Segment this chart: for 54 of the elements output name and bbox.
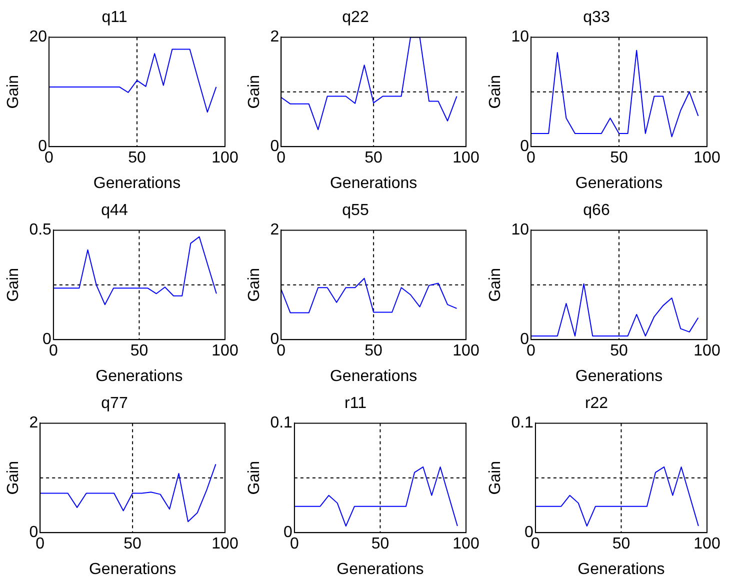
- x-axis-title: Generations: [578, 560, 665, 578]
- x-tick-label: 100: [694, 150, 720, 167]
- x-tick-label: 50: [124, 536, 142, 553]
- x-tick-label: 50: [128, 150, 146, 167]
- x-tick-label: 100: [212, 536, 238, 553]
- chart-title: q44: [101, 202, 128, 220]
- x-tick-label: 50: [364, 342, 383, 360]
- y-axis-title: Gain: [5, 461, 22, 495]
- y-tick-label: 20: [29, 28, 48, 46]
- x-axis-title: Generations: [330, 174, 418, 192]
- y-tick-label: 0.5: [29, 222, 52, 239]
- y-axis-title: Gain: [246, 75, 264, 109]
- y-axis-title: Gain: [246, 268, 264, 302]
- x-tick-label: 50: [364, 150, 383, 167]
- y-axis-title: Gain: [487, 75, 504, 109]
- x-tick-label: 100: [212, 342, 238, 360]
- x-tick-label: 50: [371, 536, 390, 553]
- y-axis-title: Gain: [487, 461, 504, 495]
- chart-title: q77: [101, 395, 128, 412]
- chart-title: r22: [584, 395, 608, 412]
- y-tick-label: 2: [29, 414, 38, 432]
- chart-title: q33: [583, 9, 610, 26]
- x-tick-label: 50: [610, 342, 628, 360]
- chart-title: r11: [344, 395, 367, 412]
- chart-title: q55: [342, 202, 369, 220]
- x-axis-title: Generations: [96, 368, 183, 385]
- x-tick-label: 100: [452, 150, 480, 167]
- y-axis-title: Gain: [487, 268, 504, 302]
- x-axis-title: Generations: [88, 560, 176, 578]
- x-tick-label: 100: [212, 150, 238, 167]
- chart-title: q22: [342, 9, 369, 26]
- y-tick-label: 0.1: [511, 414, 534, 432]
- x-axis-title: Generations: [336, 560, 424, 578]
- y-axis-title: Gain: [5, 75, 22, 109]
- x-tick-label: 100: [694, 342, 720, 360]
- x-tick-label: 50: [612, 536, 630, 553]
- y-tick-label: 10: [511, 28, 530, 46]
- x-axis-title: Generations: [330, 368, 418, 385]
- y-axis-title: Gain: [246, 461, 264, 495]
- x-tick-label: 100: [694, 536, 720, 553]
- x-axis-title: Generations: [93, 174, 181, 192]
- y-tick-label: 2: [270, 222, 280, 239]
- x-tick-label: 50: [130, 342, 148, 360]
- chart-title: q66: [583, 202, 610, 220]
- x-tick-label: 100: [452, 536, 480, 553]
- x-axis-title: Generations: [575, 174, 663, 192]
- x-tick-label: 50: [610, 150, 628, 167]
- y-tick-label: 0.1: [270, 414, 293, 432]
- y-tick-label: 2: [270, 28, 280, 46]
- x-tick-label: 100: [452, 342, 480, 360]
- x-axis-title: Generations: [575, 368, 663, 385]
- y-axis-title: Gain: [5, 268, 22, 302]
- y-tick-label: 10: [511, 222, 530, 239]
- chart-title: q11: [102, 9, 128, 26]
